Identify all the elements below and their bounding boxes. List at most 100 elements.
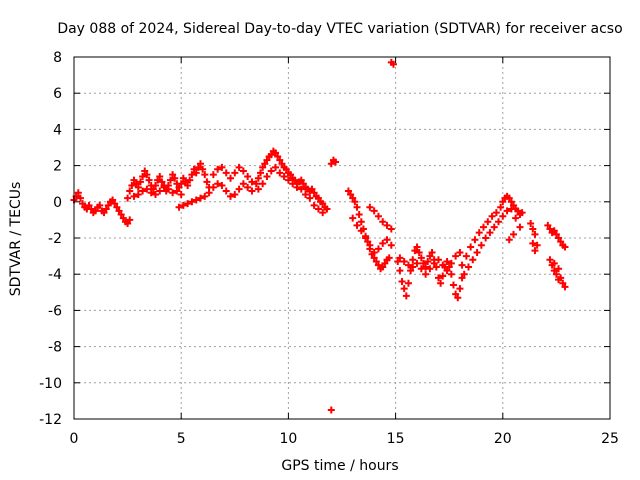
data-point: [471, 236, 479, 244]
data-point: [400, 285, 408, 293]
data-point: [104, 201, 112, 209]
data-point: [467, 243, 475, 251]
data-point: [302, 191, 310, 199]
data-point: [319, 200, 327, 208]
data-point: [456, 285, 464, 293]
y-tick-label: 2: [53, 159, 62, 175]
data-point: [154, 176, 162, 184]
data-point: [385, 254, 393, 262]
data-point: [323, 205, 331, 213]
data-point: [119, 214, 127, 222]
data-point: [96, 201, 104, 209]
y-tick-label: 6: [53, 86, 62, 102]
data-point: [147, 189, 155, 197]
data-point: [257, 169, 265, 177]
data-point: [192, 196, 200, 204]
data-point: [186, 176, 194, 184]
data-point: [550, 259, 558, 267]
data-point: [126, 216, 134, 224]
data-point: [402, 292, 410, 300]
data-point: [374, 245, 382, 253]
data-point: [381, 259, 389, 267]
data-point: [353, 203, 361, 211]
data-point: [79, 200, 87, 208]
data-point: [231, 169, 239, 177]
data-point: [347, 191, 355, 199]
data-point: [518, 209, 526, 217]
data-point: [387, 225, 395, 233]
data-point: [510, 201, 518, 209]
data-point: [475, 229, 483, 237]
data-point: [351, 198, 359, 206]
data-point: [156, 172, 164, 180]
data-point: [169, 189, 177, 197]
data-point: [126, 187, 134, 195]
data-point: [139, 187, 147, 195]
data-point: [464, 263, 472, 271]
data-point: [314, 205, 322, 213]
data-point: [139, 172, 147, 180]
data-point: [115, 207, 123, 215]
data-point: [383, 236, 391, 244]
data-point: [417, 254, 425, 262]
data-point: [426, 252, 434, 260]
data-point: [383, 221, 391, 229]
data-point: [164, 185, 172, 193]
data-point: [516, 223, 524, 231]
data-point: [505, 236, 513, 244]
data-point: [512, 214, 520, 222]
data-point: [214, 165, 222, 173]
data-point: [151, 191, 159, 199]
data-point: [490, 223, 498, 231]
data-point: [252, 180, 260, 188]
data-point: [366, 241, 374, 249]
data-point: [109, 196, 117, 204]
data-point: [201, 171, 209, 179]
data-point: [203, 178, 211, 186]
data-point: [488, 212, 496, 220]
data-point: [145, 176, 153, 184]
data-point: [480, 223, 488, 231]
data-point: [179, 201, 187, 209]
data-point: [134, 191, 142, 199]
data-series: [70, 58, 569, 414]
data-point: [293, 183, 301, 191]
data-point: [156, 187, 164, 195]
data-point: [199, 165, 207, 173]
data-point: [278, 160, 286, 168]
data-point: [227, 192, 235, 200]
data-point: [177, 180, 185, 188]
x-tick-label: 5: [177, 431, 186, 447]
data-point: [370, 248, 378, 256]
data-point: [452, 252, 460, 260]
data-point: [374, 212, 382, 220]
data-point: [263, 172, 271, 180]
data-point: [413, 259, 421, 267]
data-point: [274, 153, 282, 161]
data-point: [439, 272, 447, 280]
data-point: [407, 267, 415, 275]
data-point: [160, 182, 168, 190]
data-point: [177, 191, 185, 199]
y-axis-label: SDTVAR / TECUs: [8, 182, 24, 297]
data-point: [387, 241, 395, 249]
data-point: [374, 261, 382, 269]
data-point: [529, 225, 537, 233]
data-point: [267, 167, 275, 175]
y-tick-label: -12: [39, 412, 62, 428]
data-point: [214, 180, 222, 188]
data-point: [555, 234, 563, 242]
data-point: [100, 209, 108, 217]
data-point: [550, 267, 558, 275]
data-point: [473, 248, 481, 256]
data-point: [362, 234, 370, 242]
data-point: [166, 176, 174, 184]
data-point: [555, 265, 563, 273]
data-point: [244, 183, 252, 191]
data-point: [227, 174, 235, 182]
data-point: [175, 183, 183, 191]
data-point: [434, 256, 442, 264]
data-point: [239, 180, 247, 188]
data-point: [130, 176, 138, 184]
data-point: [132, 180, 140, 188]
